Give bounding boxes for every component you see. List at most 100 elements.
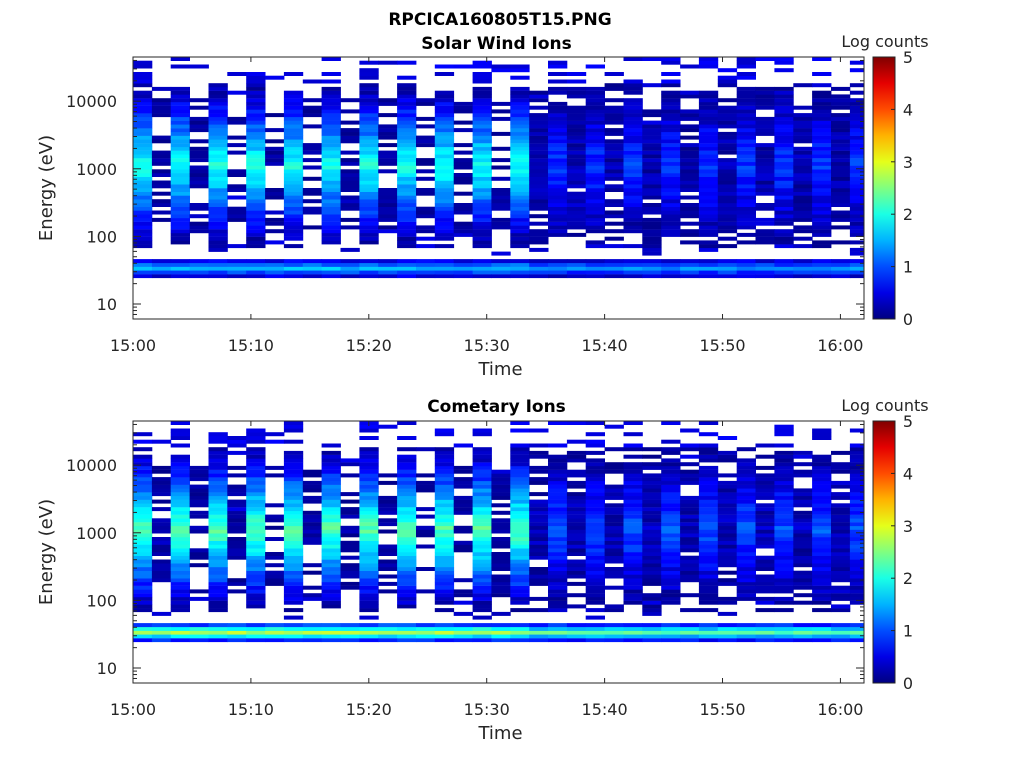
heatmap-cell <box>849 492 865 497</box>
heatmap-cell <box>434 626 455 631</box>
heatmap-cell <box>736 480 756 485</box>
heatmap-cell <box>472 240 492 245</box>
heatmap-cell <box>698 116 719 121</box>
heatmap-cell <box>416 630 436 635</box>
heatmap-cell <box>680 555 700 560</box>
heatmap-cell <box>208 180 228 185</box>
heatmap-cell <box>642 544 662 549</box>
heatmap-cell <box>472 495 492 500</box>
heatmap-cell <box>698 432 719 437</box>
heatmap-cell <box>151 98 172 103</box>
heatmap-cell <box>208 507 228 512</box>
heatmap-cell <box>510 150 530 155</box>
heatmap-cell <box>397 447 417 452</box>
heatmap-cell <box>434 274 455 279</box>
heatmap-cell <box>661 544 681 549</box>
heatmap-cell <box>151 552 172 556</box>
heatmap-cell <box>246 525 266 530</box>
heatmap-cell <box>793 623 813 628</box>
heatmap-cell <box>453 548 473 553</box>
heatmap-cell <box>133 210 153 215</box>
heatmap-cell <box>529 173 549 177</box>
heatmap-cell <box>698 525 719 530</box>
heatmap-cell <box>661 143 681 148</box>
heatmap-cell <box>812 232 832 237</box>
heatmap-cell <box>755 98 775 103</box>
heatmap-cell <box>585 203 605 207</box>
heatmap-cell <box>548 191 568 196</box>
heatmap-cell <box>133 552 153 556</box>
heatmap-cell <box>397 244 417 249</box>
heatmap-cell <box>793 199 813 204</box>
heatmap-cell <box>189 221 209 226</box>
heatmap-cell <box>698 217 719 222</box>
heatmap-cell <box>566 450 587 455</box>
heatmap-cell <box>491 559 511 564</box>
heatmap-cell <box>774 518 794 523</box>
heatmap-cell <box>566 492 587 497</box>
heatmap-cell <box>717 116 738 121</box>
heatmap-cell <box>397 135 417 140</box>
heatmap-cell <box>227 262 247 267</box>
heatmap-cell <box>151 259 172 264</box>
heatmap-cell <box>321 173 341 177</box>
heatmap-cell <box>378 563 398 568</box>
heatmap-cell <box>453 180 473 185</box>
heatmap-cell <box>170 203 190 207</box>
heatmap-cell <box>642 507 662 512</box>
heatmap-cell <box>208 244 228 249</box>
heatmap-cell <box>397 210 417 215</box>
heatmap-cell <box>623 480 643 485</box>
heatmap-cell <box>566 86 587 91</box>
heatmap-cell <box>133 75 153 80</box>
heatmap-cell <box>585 161 605 166</box>
heatmap-cell <box>812 165 832 170</box>
heatmap-cell <box>283 465 304 470</box>
heatmap-cell <box>812 191 832 196</box>
heatmap-cell <box>170 458 190 463</box>
heatmap-cell <box>566 169 587 174</box>
heatmap-cell <box>510 158 530 163</box>
heatmap-cell <box>397 113 417 118</box>
heatmap-cell <box>831 262 851 267</box>
heatmap-cell <box>698 262 719 267</box>
heatmap-cell <box>246 578 266 583</box>
heatmap-cell <box>623 581 643 586</box>
heatmap-cell <box>453 225 473 230</box>
heatmap-cell <box>661 465 681 470</box>
heatmap-cell <box>661 146 681 151</box>
heatmap-cell <box>680 443 700 448</box>
heatmap-cell <box>208 217 228 222</box>
heatmap-cell <box>680 109 700 114</box>
heatmap-cell <box>774 128 794 133</box>
heatmap-cell <box>774 113 794 118</box>
heatmap-cell <box>661 79 681 84</box>
heatmap-cell <box>133 585 153 590</box>
heatmap-cell <box>246 484 266 489</box>
heatmap-cell <box>359 124 379 129</box>
heatmap-cell <box>416 634 436 639</box>
heatmap-cell <box>566 199 587 204</box>
heatmap-cell <box>189 270 209 275</box>
heatmap-cell <box>246 533 266 538</box>
heatmap-cell <box>831 578 851 583</box>
heatmap-cell <box>585 570 605 575</box>
heatmap-cell <box>793 203 813 207</box>
heatmap-cell <box>378 424 398 429</box>
heatmap-cell <box>208 124 228 129</box>
heatmap-cell <box>548 638 568 643</box>
heatmap-cell <box>170 270 190 275</box>
heatmap-cell <box>812 596 832 601</box>
heatmap-cell <box>623 131 643 136</box>
heatmap-cell <box>302 623 323 628</box>
heatmap-cell <box>189 552 209 556</box>
heatmap-cell <box>472 75 492 80</box>
heatmap-cell <box>434 499 455 504</box>
heatmap-cell <box>774 188 794 192</box>
heatmap-cell <box>680 184 700 189</box>
heatmap-cell <box>698 638 719 643</box>
x-tick-label: 15:00 <box>110 336 156 355</box>
heatmap-cell <box>283 116 304 121</box>
heatmap-cell <box>151 480 172 485</box>
heatmap-cell <box>208 450 228 455</box>
